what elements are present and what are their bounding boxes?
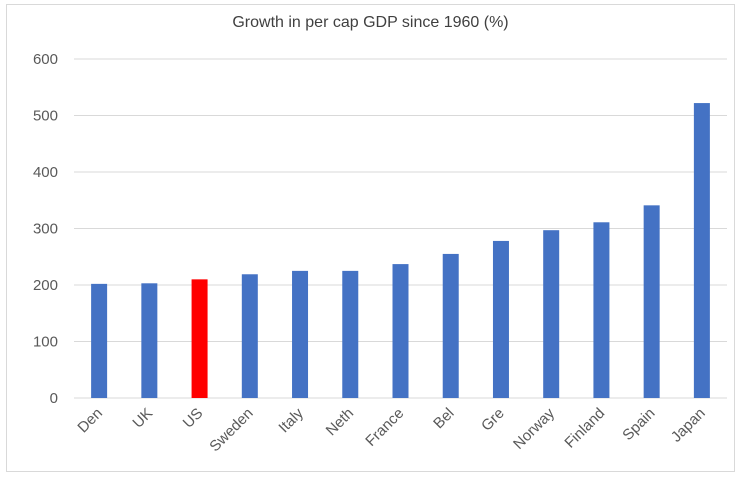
bar-italy xyxy=(292,270,309,398)
chart-frame xyxy=(6,4,735,472)
bar-japan xyxy=(693,103,710,398)
x-tick-label: Den xyxy=(74,405,105,436)
x-tick-label: France xyxy=(362,405,407,450)
y-tick-label: 300 xyxy=(33,221,58,238)
bar-us xyxy=(191,279,208,398)
bar-spain xyxy=(643,205,660,398)
y-tick-label: 0 xyxy=(50,390,58,407)
bar-norway xyxy=(543,230,560,398)
x-tick-label: Finland xyxy=(561,405,608,452)
x-tick-label: Italy xyxy=(275,404,307,436)
x-tick-label: Neth xyxy=(323,405,357,439)
bar-sweden xyxy=(241,274,258,398)
bar-neth xyxy=(342,270,359,398)
bar-gre xyxy=(492,240,509,398)
x-tick-label: Norway xyxy=(510,404,558,452)
x-tick-label: Gre xyxy=(478,405,508,435)
bar-france xyxy=(392,264,409,398)
bar-uk xyxy=(141,283,158,398)
bar-finland xyxy=(593,222,610,398)
y-tick-label: 100 xyxy=(33,334,58,351)
y-tick-label: 200 xyxy=(33,277,58,294)
x-axis-ticks: Den UK US Sweden Italy Neth France Bel Gre Norway… xyxy=(74,404,708,455)
y-tick-label: 500 xyxy=(33,108,58,125)
x-tick-label: Japan xyxy=(668,405,709,446)
bars xyxy=(91,103,710,398)
y-tick-label: 600 xyxy=(33,51,58,68)
x-tick-label: Sweden xyxy=(206,405,256,455)
x-tick-label: UK xyxy=(129,405,156,432)
chart-title: Growth in per cap GDP since 1960 (%) xyxy=(232,14,509,31)
bar-bel xyxy=(442,253,459,398)
x-tick-label: US xyxy=(180,405,207,432)
bar-den xyxy=(91,283,108,398)
x-tick-label: Spain xyxy=(619,405,658,444)
y-tick-label: 400 xyxy=(33,164,58,181)
y-axis-ticks: 0 100 200 300 400 500 600 xyxy=(33,51,58,407)
x-tick-label: Bel xyxy=(430,405,457,432)
